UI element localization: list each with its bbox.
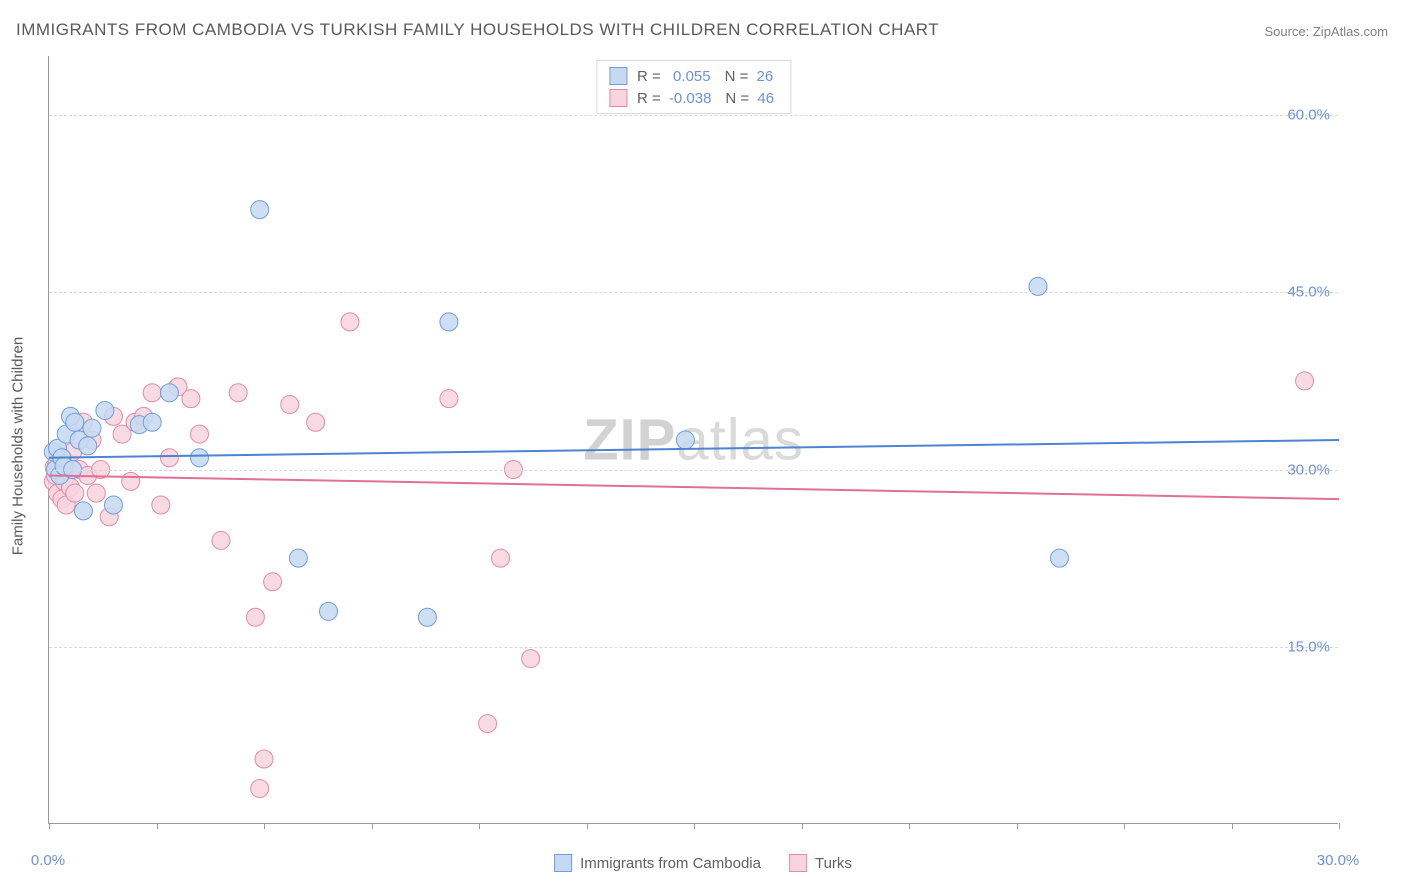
- scatter-point: [522, 650, 540, 668]
- scatter-point: [191, 449, 209, 467]
- scatter-point: [492, 549, 510, 567]
- scatter-point: [1296, 372, 1314, 390]
- scatter-point: [440, 313, 458, 331]
- y-tick-label: 45.0%: [1287, 284, 1330, 301]
- x-tick: [1339, 823, 1340, 829]
- gridline: [49, 647, 1338, 648]
- x-tick-label: 30.0%: [1317, 852, 1360, 869]
- scatter-point: [87, 484, 105, 502]
- x-tick: [909, 823, 910, 829]
- scatter-point: [105, 496, 123, 514]
- source-attribution: Source: ZipAtlas.com: [1264, 24, 1388, 39]
- scatter-point: [191, 425, 209, 443]
- x-tick: [372, 823, 373, 829]
- scatter-point: [66, 413, 84, 431]
- scatter-point: [83, 419, 101, 437]
- series-legend: Immigrants from Cambodia Turks: [554, 854, 852, 872]
- gridline: [49, 115, 1338, 116]
- x-tick: [694, 823, 695, 829]
- x-tick: [264, 823, 265, 829]
- x-tick: [479, 823, 480, 829]
- scatter-point: [246, 608, 264, 626]
- scatter-point: [341, 313, 359, 331]
- scatter-point: [479, 715, 497, 733]
- scatter-point: [79, 437, 97, 455]
- scatter-point: [74, 502, 92, 520]
- legend-item-0: Immigrants from Cambodia: [554, 854, 761, 872]
- chart-title: IMMIGRANTS FROM CAMBODIA VS TURKISH FAMI…: [16, 20, 939, 40]
- scatter-point: [66, 484, 84, 502]
- scatter-point: [212, 531, 230, 549]
- gridline: [49, 292, 1338, 293]
- scatter-point: [281, 396, 299, 414]
- scatter-point: [418, 608, 436, 626]
- y-tick-label: 15.0%: [1287, 638, 1330, 655]
- scatter-point: [96, 401, 114, 419]
- chart-svg: [49, 56, 1338, 823]
- scatter-point: [143, 384, 161, 402]
- x-tick: [587, 823, 588, 829]
- scatter-point: [676, 431, 694, 449]
- trend-line: [49, 475, 1339, 499]
- scatter-point: [320, 602, 338, 620]
- scatter-point: [1051, 549, 1069, 567]
- scatter-point: [182, 390, 200, 408]
- scatter-point: [307, 413, 325, 431]
- x-tick: [1124, 823, 1125, 829]
- y-tick-label: 60.0%: [1287, 107, 1330, 124]
- scatter-point: [289, 549, 307, 567]
- legend-label-0: Immigrants from Cambodia: [580, 855, 761, 872]
- x-tick: [802, 823, 803, 829]
- y-tick-label: 30.0%: [1287, 461, 1330, 478]
- x-tick: [157, 823, 158, 829]
- x-tick: [49, 823, 50, 829]
- scatter-point: [143, 413, 161, 431]
- plot-area: ZIPatlas R = 0.055 N = 26 R = -0.038 N =…: [48, 56, 1338, 824]
- scatter-point: [160, 384, 178, 402]
- scatter-point: [122, 472, 140, 490]
- scatter-point: [251, 780, 269, 798]
- scatter-point: [160, 449, 178, 467]
- scatter-point: [255, 750, 273, 768]
- scatter-point: [152, 496, 170, 514]
- scatter-point: [251, 201, 269, 219]
- legend-label-1: Turks: [815, 855, 852, 872]
- scatter-point: [264, 573, 282, 591]
- y-axis-label: Family Households with Children: [10, 337, 27, 555]
- scatter-point: [229, 384, 247, 402]
- gridline: [49, 470, 1338, 471]
- scatter-point: [440, 390, 458, 408]
- x-tick: [1232, 823, 1233, 829]
- legend-item-1: Turks: [789, 854, 852, 872]
- x-tick: [1017, 823, 1018, 829]
- swatch-bottom-1: [789, 854, 807, 872]
- swatch-bottom-0: [554, 854, 572, 872]
- x-tick-label: 0.0%: [31, 852, 65, 869]
